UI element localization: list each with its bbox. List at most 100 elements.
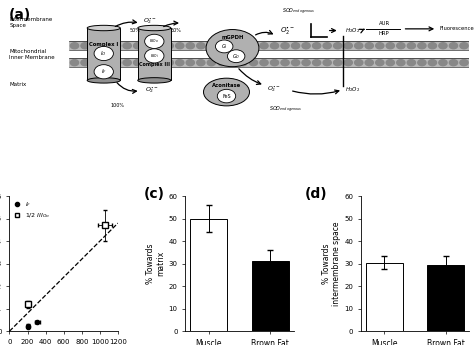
Circle shape (112, 60, 121, 66)
Circle shape (323, 60, 331, 66)
Circle shape (91, 60, 100, 66)
Circle shape (428, 60, 437, 66)
Circle shape (94, 47, 113, 61)
Circle shape (270, 43, 279, 49)
Bar (428, 265, 465, 331)
Circle shape (334, 43, 342, 49)
Circle shape (270, 60, 279, 66)
Circle shape (407, 43, 416, 49)
Text: Complex I: Complex I (89, 41, 118, 47)
Circle shape (460, 43, 468, 49)
Text: Fluorescence: Fluorescence (439, 26, 474, 31)
Text: $G_O$: $G_O$ (232, 52, 240, 61)
Text: AUR: AUR (379, 21, 390, 26)
Circle shape (102, 60, 110, 66)
Text: $III_{Oi}$: $III_{Oi}$ (150, 52, 159, 60)
Circle shape (376, 60, 384, 66)
Text: Complex III: Complex III (139, 62, 170, 67)
Bar (69, 41, 469, 50)
Circle shape (102, 43, 110, 49)
Ellipse shape (87, 25, 120, 31)
Circle shape (207, 43, 216, 49)
Circle shape (145, 34, 164, 48)
Text: (d): (d) (304, 187, 327, 200)
Circle shape (397, 60, 405, 66)
Circle shape (292, 60, 300, 66)
Circle shape (302, 60, 310, 66)
Y-axis label: % Towards
intermembrane space: % Towards intermembrane space (322, 221, 341, 306)
Bar (87, 28, 120, 80)
Circle shape (145, 49, 164, 63)
Text: $I_O$: $I_O$ (100, 49, 107, 58)
Text: $H_2O_2$: $H_2O_2$ (345, 85, 360, 94)
Circle shape (123, 43, 131, 49)
Circle shape (239, 43, 247, 49)
Legend: $I_F$, 1/2 $III_{Oo}$: $I_F$, 1/2 $III_{Oo}$ (13, 199, 52, 221)
Bar (69, 58, 469, 67)
Circle shape (439, 43, 447, 49)
Circle shape (228, 60, 237, 66)
Text: FeS: FeS (222, 93, 231, 99)
Circle shape (312, 60, 321, 66)
Circle shape (144, 60, 152, 66)
Text: 100%: 100% (110, 102, 125, 108)
Y-axis label: % Towards
matrix: % Towards matrix (146, 243, 166, 284)
Text: $O_2^{•-}$: $O_2^{•-}$ (143, 16, 157, 26)
Ellipse shape (138, 25, 171, 31)
Circle shape (218, 60, 226, 66)
Text: Intermembrane
Space: Intermembrane Space (9, 17, 53, 28)
Circle shape (112, 43, 121, 49)
Circle shape (344, 60, 352, 66)
Circle shape (71, 60, 79, 66)
Text: (a): (a) (9, 8, 31, 22)
Circle shape (228, 50, 245, 63)
Bar (366, 263, 403, 331)
Text: $III_{Oo}$: $III_{Oo}$ (149, 38, 159, 45)
Circle shape (218, 43, 226, 49)
Circle shape (355, 60, 363, 66)
Circle shape (249, 43, 257, 49)
Ellipse shape (87, 78, 120, 83)
Text: HRP: HRP (379, 31, 390, 37)
Text: mGPDH: mGPDH (221, 35, 244, 40)
Text: $O_2^{•-}$: $O_2^{•-}$ (145, 85, 159, 95)
Circle shape (418, 43, 426, 49)
Circle shape (334, 60, 342, 66)
Circle shape (439, 60, 447, 66)
Circle shape (260, 60, 268, 66)
Circle shape (344, 43, 352, 49)
Circle shape (428, 43, 437, 49)
Circle shape (376, 43, 384, 49)
Circle shape (228, 43, 237, 49)
Text: $SOD_{endogenous}$: $SOD_{endogenous}$ (269, 105, 302, 115)
Circle shape (176, 43, 184, 49)
Circle shape (91, 43, 100, 49)
Circle shape (260, 43, 268, 49)
Text: $I_F$: $I_F$ (101, 67, 107, 76)
Circle shape (312, 43, 321, 49)
Text: 50%: 50% (130, 28, 141, 33)
Circle shape (155, 60, 163, 66)
Circle shape (449, 60, 457, 66)
Bar (252, 262, 289, 331)
Text: $O_2^{•-}$: $O_2^{•-}$ (267, 84, 281, 93)
Circle shape (292, 43, 300, 49)
Text: 50%: 50% (170, 28, 181, 33)
Ellipse shape (203, 78, 249, 106)
Circle shape (81, 60, 89, 66)
Bar (138, 28, 171, 80)
Circle shape (281, 43, 289, 49)
Circle shape (176, 60, 184, 66)
Circle shape (323, 43, 331, 49)
Text: Mitochondrial
Inner Membrane: Mitochondrial Inner Membrane (9, 49, 55, 60)
Text: (c): (c) (144, 187, 165, 200)
Circle shape (397, 43, 405, 49)
Text: $G_I$: $G_I$ (221, 42, 228, 51)
Circle shape (449, 43, 457, 49)
Circle shape (418, 60, 426, 66)
Circle shape (281, 60, 289, 66)
Text: Matrix: Matrix (9, 82, 27, 87)
Circle shape (186, 60, 194, 66)
Circle shape (165, 43, 173, 49)
Text: $O_2^{•-}$: $O_2^{•-}$ (280, 24, 295, 37)
